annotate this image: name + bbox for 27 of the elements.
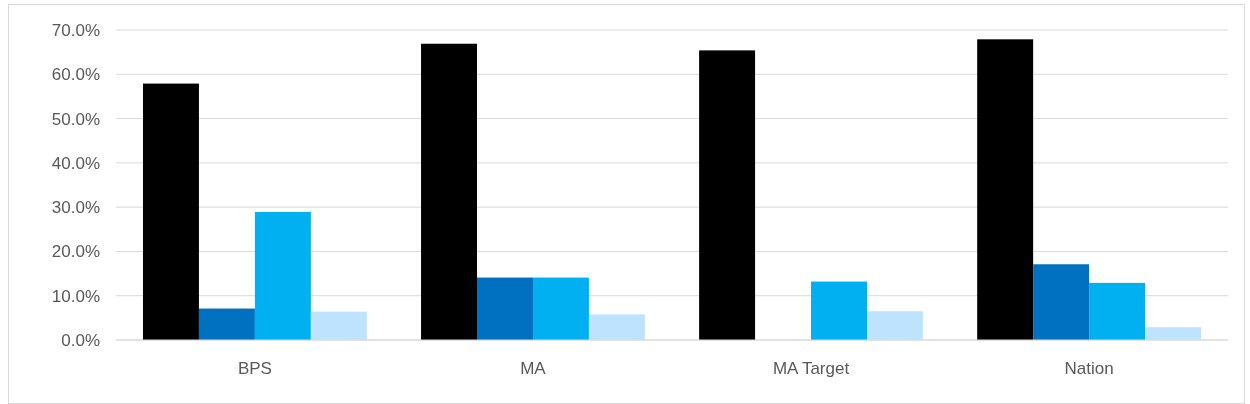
bar (977, 39, 1034, 340)
x-tick-label: Nation (1064, 359, 1114, 378)
bar (588, 314, 645, 340)
y-tick-label: 0.0% (61, 330, 100, 350)
y-tick-label: 60.0% (51, 65, 100, 85)
y-tick-label: 30.0% (51, 198, 100, 218)
y-tick-label: 50.0% (51, 109, 100, 129)
y-tick-label: 40.0% (51, 153, 100, 173)
bar (310, 311, 367, 340)
x-tick-label: BPS (237, 359, 272, 378)
bar (867, 311, 923, 340)
bar (198, 308, 255, 340)
bar (1033, 264, 1090, 340)
bar (477, 277, 533, 340)
y-tick-label: 70.0% (51, 20, 100, 40)
bar (699, 50, 756, 340)
bar (421, 43, 477, 340)
bar (1145, 327, 1202, 340)
bar (142, 83, 199, 340)
y-tick-label: 20.0% (51, 242, 100, 262)
bar (811, 281, 867, 340)
bar (1089, 282, 1146, 340)
bar (532, 277, 589, 340)
bar (254, 212, 311, 340)
x-tick-label: MA Target (772, 359, 850, 378)
x-tick-label: MA (520, 359, 547, 378)
y-tick-label: 10.0% (51, 286, 100, 306)
